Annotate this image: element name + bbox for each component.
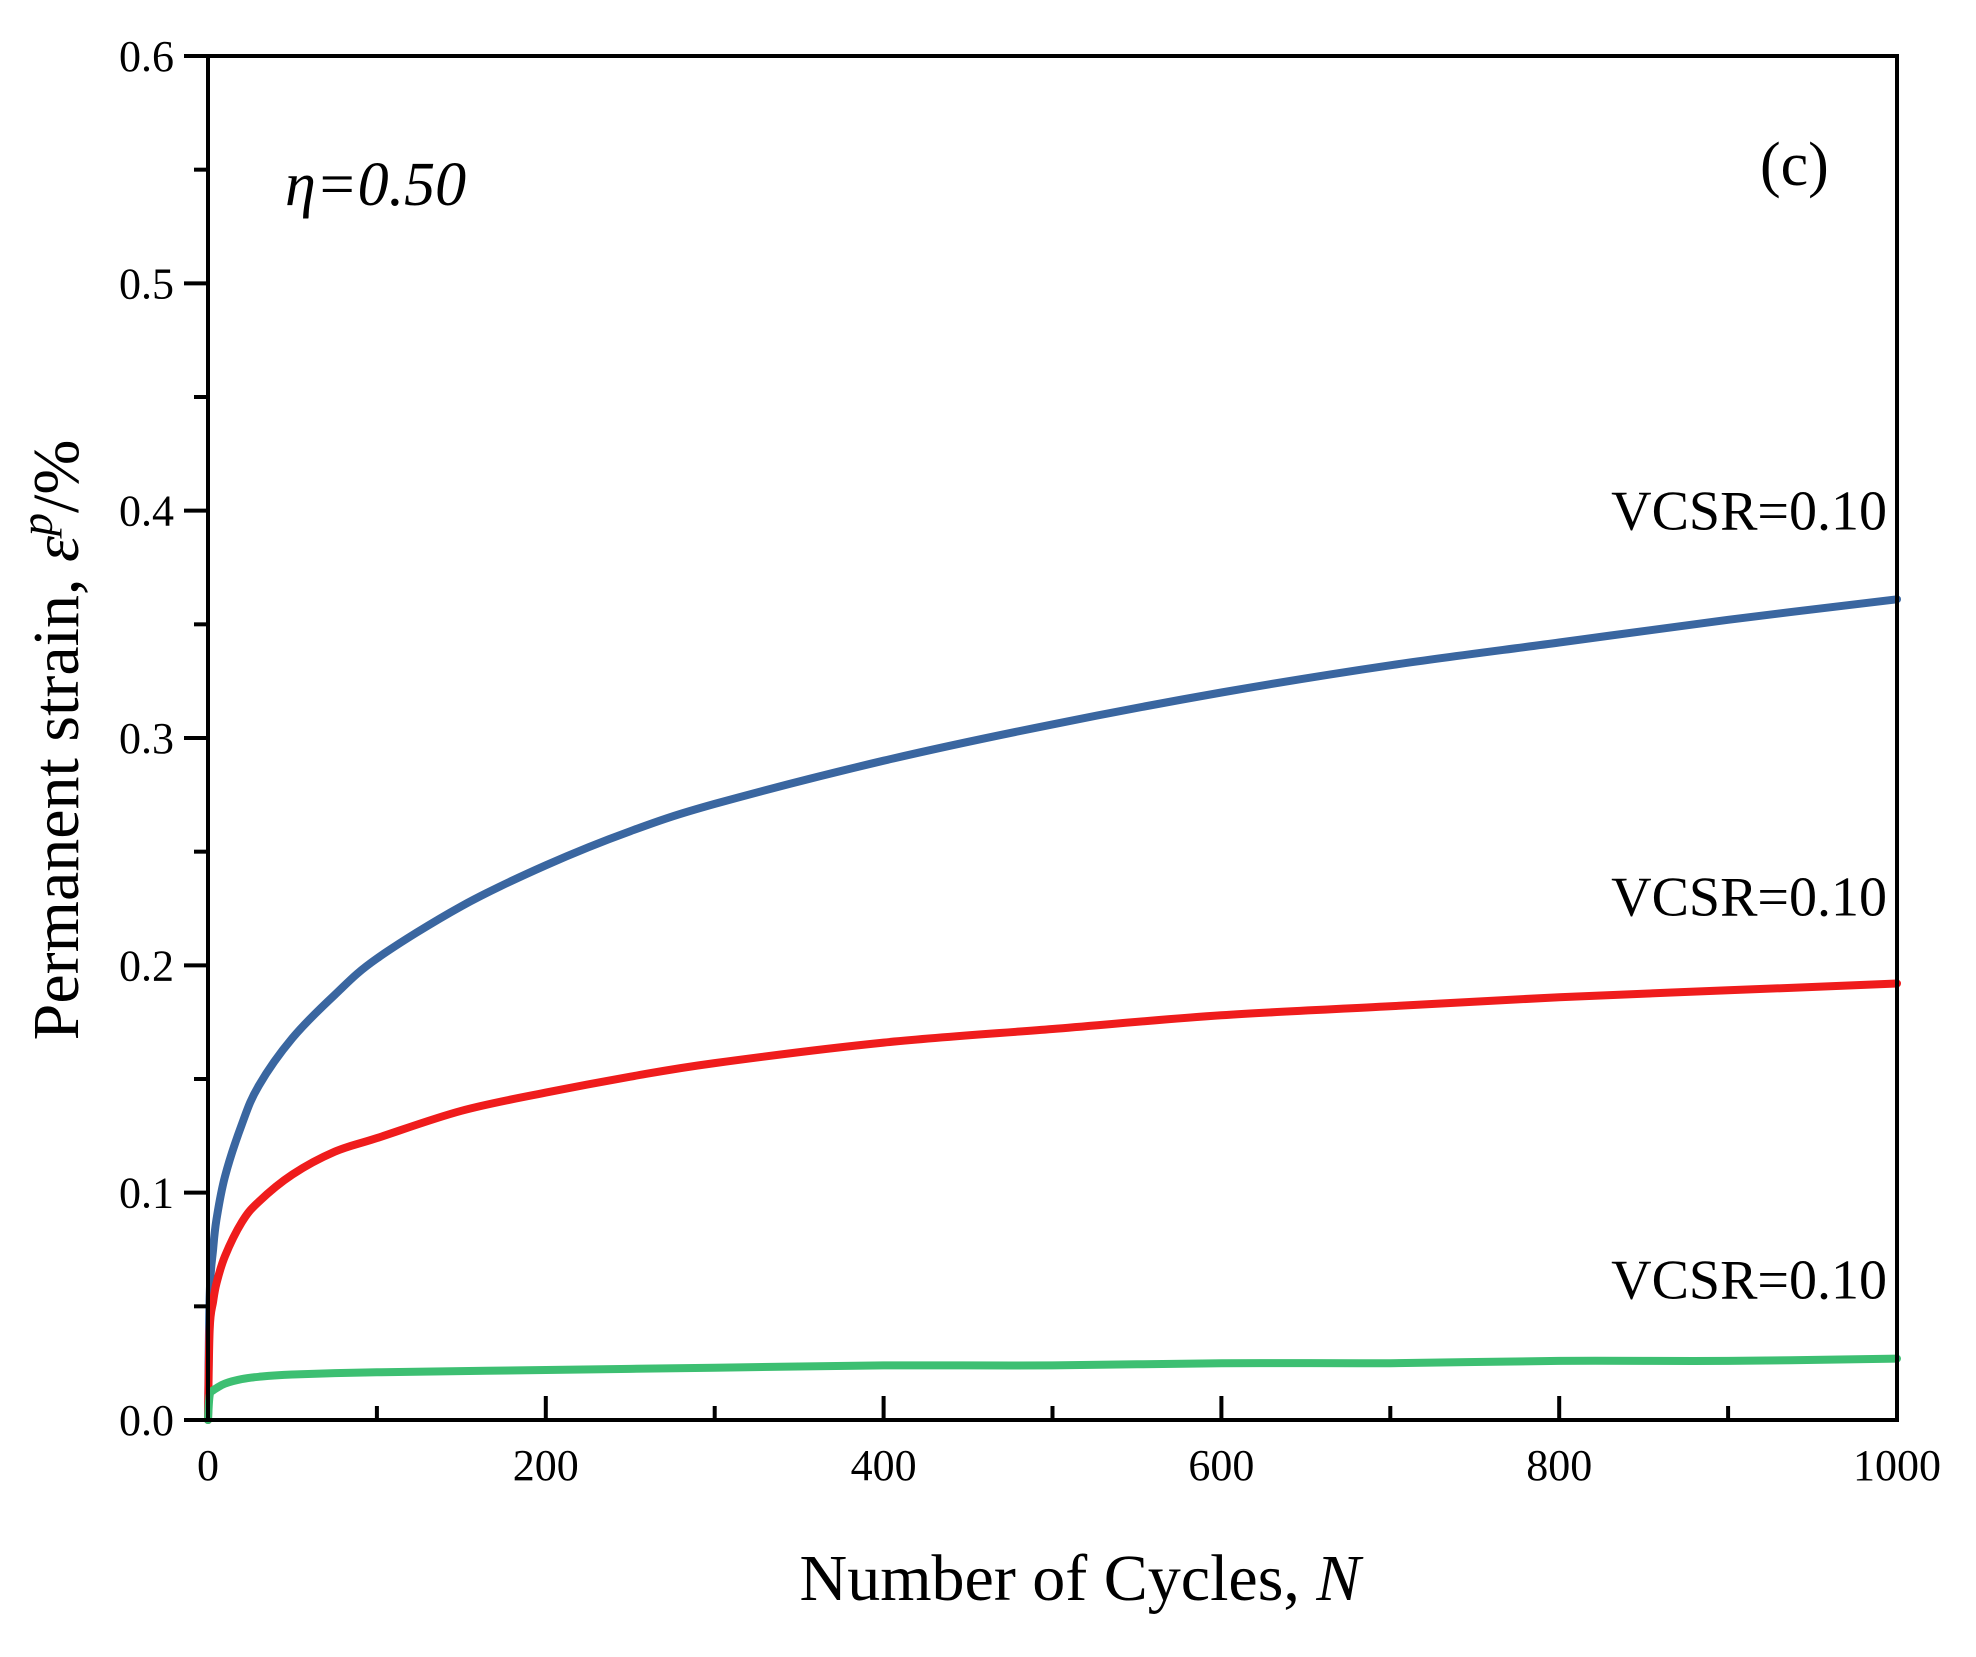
series-line-3 <box>204 1354 1901 1424</box>
y-axis-title: Permanent strain, εp/% <box>11 440 93 1041</box>
y-tick-label: 0.4 <box>119 487 174 536</box>
series-layer <box>204 595 1901 1424</box>
y-tick-label: 0.3 <box>119 714 174 763</box>
series-label-3: VCSR=0.10 <box>1611 1250 1887 1312</box>
tick-layer <box>184 54 1899 1422</box>
panel-label: (c) <box>1760 131 1829 199</box>
y-tick-label: 0.5 <box>119 259 174 308</box>
series-label-2: VCSR=0.10 <box>1611 867 1887 929</box>
x-tick-label: 0 <box>197 1441 219 1490</box>
y-tick-label: 0.2 <box>119 941 174 990</box>
x-tick-label: 200 <box>513 1441 579 1490</box>
tick-label-layer: 0 200 400 600 800 1000 0.0 0.1 0.2 0.3 0.4 0.5 0.6 <box>119 32 1941 1490</box>
x-tick-label: 600 <box>1188 1441 1254 1490</box>
y-tick-label: 0.0 <box>119 1396 174 1445</box>
x-tick-label: 400 <box>851 1441 917 1490</box>
eta-annotation: η=0.50 <box>285 151 466 219</box>
series-label-1: VCSR=0.10 <box>1611 480 1887 542</box>
series-label-layer: VCSR=0.10 VCSR=0.10 VCSR=0.10 <box>1611 480 1887 1311</box>
series-line-1 <box>204 595 1901 1424</box>
x-axis-title: Number of Cycles, N <box>800 1542 1365 1615</box>
y-tick-label: 0.6 <box>119 32 174 81</box>
plot-frame <box>206 54 1899 1422</box>
y-tick-label: 0.1 <box>119 1169 174 1218</box>
series-line-2 <box>204 979 1901 1424</box>
x-tick-label: 1000 <box>1853 1441 1941 1490</box>
x-tick-label: 800 <box>1526 1441 1592 1490</box>
